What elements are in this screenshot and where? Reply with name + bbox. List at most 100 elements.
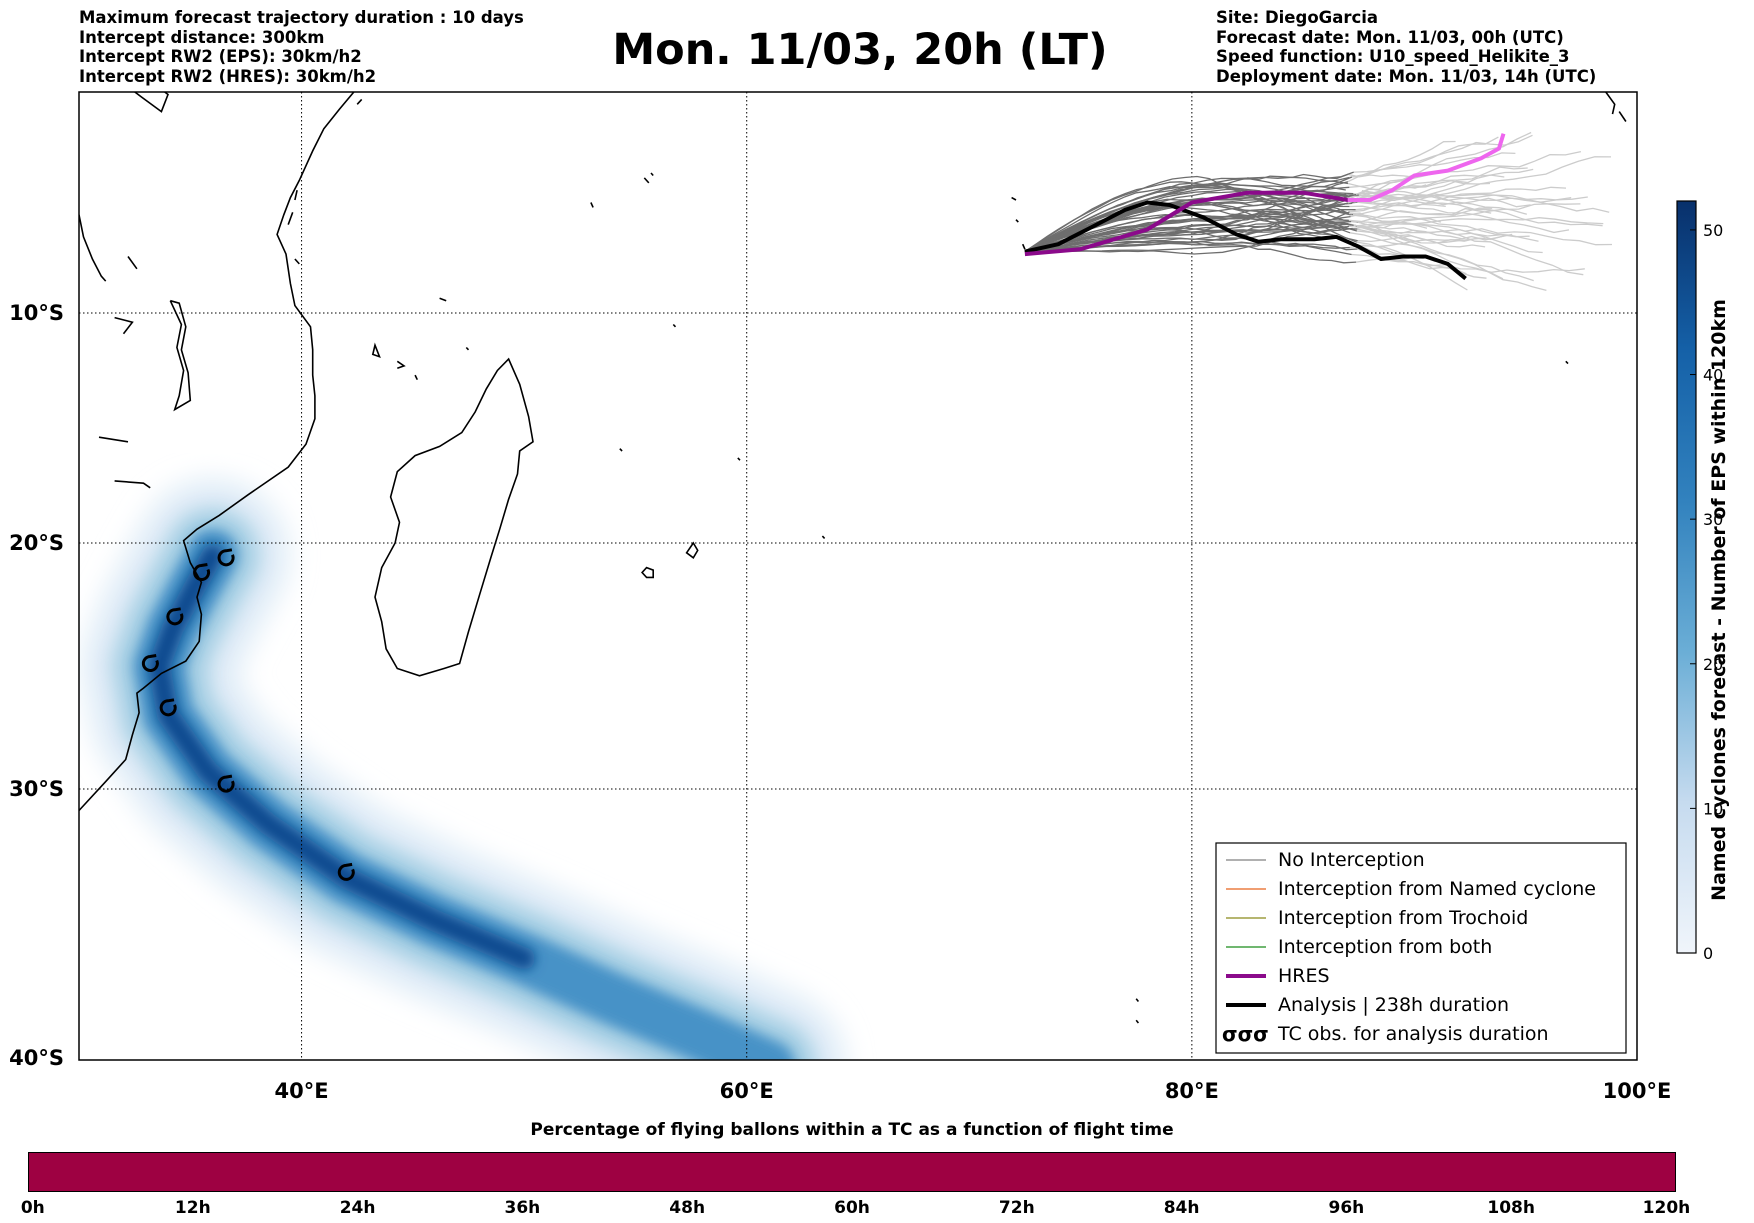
eps-trajectory-late (1358, 193, 1572, 202)
pct-bar-tick-label: 60h (834, 1198, 870, 1218)
island-coastline (737, 457, 741, 461)
eps-trajectory-late (1362, 217, 1604, 229)
island-coastline (396, 360, 406, 369)
legend-item: Interception from both (1226, 936, 1492, 958)
legend-item: HRES (1226, 965, 1330, 987)
eps-trajectory-early (1024, 176, 1349, 253)
legend-label: HRES (1278, 965, 1330, 987)
eps-trajectory-early (1024, 176, 1353, 253)
island-coastline (1565, 360, 1569, 365)
legend-item: No Interception (1226, 849, 1425, 871)
colorbar-tick-label: 20 (1703, 655, 1723, 674)
legend-item: σσσ TC obs. for analysis duration (1222, 1022, 1549, 1046)
pct-bar-tick-label: 0h (20, 1198, 45, 1218)
lake-rukwa-coastline (127, 256, 138, 270)
island-coastline (685, 541, 699, 559)
hres-track (1024, 190, 1370, 257)
map-frame (78, 91, 1638, 1061)
lake-kariba-coastline (114, 480, 151, 489)
lake-malawi-coastline (169, 299, 192, 412)
island-coastline (287, 212, 294, 225)
island-coastline (1021, 243, 1026, 250)
legend-label: Analysis | 238h duration (1278, 994, 1509, 1016)
eps-trajectory-early (1024, 181, 1350, 253)
tc-swirl-shape (217, 774, 235, 793)
pct-bar-tick-label: 12h (174, 1198, 211, 1218)
colorbar-tick-label: 10 (1703, 799, 1723, 818)
pct-bar-tick-label: 24h (339, 1198, 376, 1218)
pct-bar-tick-label: 72h (998, 1198, 1035, 1218)
tc-observations (141, 548, 355, 881)
eps-trajectory-late (1352, 213, 1539, 242)
pct-bar-tick-label: 120h (1642, 1198, 1691, 1218)
island-coastline (643, 177, 650, 184)
tc-observation-icon (159, 698, 177, 717)
legend-label: No Interception (1278, 849, 1425, 871)
header-left-line: Intercept RW2 (HRES): 30km/h2 (79, 66, 377, 86)
pct-bar-tick-label: 108h (1487, 1198, 1535, 1218)
eps-trajectory-late (1349, 150, 1582, 188)
legend-label: Interception from Trochoid (1278, 907, 1528, 929)
header-left-line: Intercept RW2 (EPS): 30km/h2 (79, 47, 362, 66)
tc-observation-icon (217, 774, 235, 793)
pct-bar-title: Percentage of flying ballons within a TC… (530, 1120, 1174, 1140)
island-coastline (821, 535, 826, 539)
island-coastline (1036, 82, 1038, 84)
map-plot-area (79, 82, 1637, 1060)
eps-trajectory-late (1357, 174, 1505, 200)
lake-tanganyika-coastline (79, 214, 107, 282)
lat-tick-label: 30°S (9, 777, 64, 801)
pct-bar-tick-label: 84h (1163, 1198, 1200, 1218)
colorbar-label-text: Named cyclones forecast - Number of EPS … (1708, 299, 1730, 901)
pct-bar-tick-label: 36h (504, 1198, 541, 1218)
legend-tc-symbol: σσσ (1222, 1022, 1269, 1046)
legend-label: Interception from Named cyclone (1278, 878, 1596, 900)
legend-box (1215, 842, 1627, 1054)
lon-tick-label: 80°E (1165, 1079, 1219, 1103)
lake-cahora-coastline (98, 436, 129, 443)
tc-observation-icon (141, 654, 159, 672)
tc-swirl-shape (217, 548, 235, 567)
eps-trajectory-late (1359, 192, 1527, 215)
lake-victoria-coastline (133, 92, 169, 113)
island-coastline (294, 190, 298, 201)
tc-observation-icon (193, 563, 211, 581)
eps-density-swath (84, 480, 844, 1060)
pct-bar-ticks: 0h 12h 24h 36h 48h 60h 72h 84h 96h 108h 120h (21, 1198, 1690, 1222)
eps-trajectory-late (1357, 180, 1469, 204)
colorbar-tick-label: 40 (1703, 366, 1723, 385)
colorbar-tick-label: 30 (1703, 510, 1723, 529)
eps-trajectory-late (1347, 140, 1456, 183)
legend-item: Interception from Trochoid (1226, 907, 1528, 929)
colorbar: 0 10 20 30 40 50 (1676, 200, 1723, 963)
tc-swirl-shape (141, 654, 159, 672)
madagascar-coastline (374, 357, 534, 677)
eps-trajectory-early (1024, 229, 1358, 253)
header-right-line: Forecast date: Mon. 11/03, 00h (UTC) (1216, 27, 1564, 47)
eps-trajectory-late (1353, 224, 1420, 244)
eps-trajectories (1024, 131, 1613, 292)
tc-observation-icon (217, 548, 235, 567)
island-coastline (641, 566, 654, 579)
eps-trajectory-early (1024, 178, 1346, 253)
hres-track-late (1347, 133, 1506, 202)
map-figure: 40°E 60°E 80°E 100°E 10°S 20°S 30°S 40°S No Int… (9, 82, 1723, 1103)
header-left-info: Maximum forecast trajectory duration : 1… (79, 8, 524, 86)
colorbar-gradient (1676, 200, 1697, 954)
lake-bangweulu-coastline (114, 316, 134, 335)
legend-item: Analysis | 238h duration (1226, 994, 1509, 1016)
eps-trajectory-late (1350, 156, 1612, 218)
island-coastline (1605, 92, 1616, 115)
lon-tick-label: 100°E (1603, 1079, 1672, 1103)
lat-tick-label: 20°S (9, 531, 64, 555)
eps-trajectory-early (1024, 209, 1356, 253)
tracks (1024, 133, 1506, 281)
island-coastline (1135, 998, 1140, 1003)
pct-bar-tick-label: 96h (1328, 1198, 1365, 1218)
tc-swirl-shape (337, 862, 355, 881)
island-coastline (294, 258, 300, 265)
header-left-line: Maximum forecast trajectory duration : 1… (79, 8, 524, 27)
analysis-track (1024, 200, 1467, 281)
eps-trajectory-late (1355, 186, 1567, 211)
eps-trajectory-late (1352, 226, 1463, 240)
